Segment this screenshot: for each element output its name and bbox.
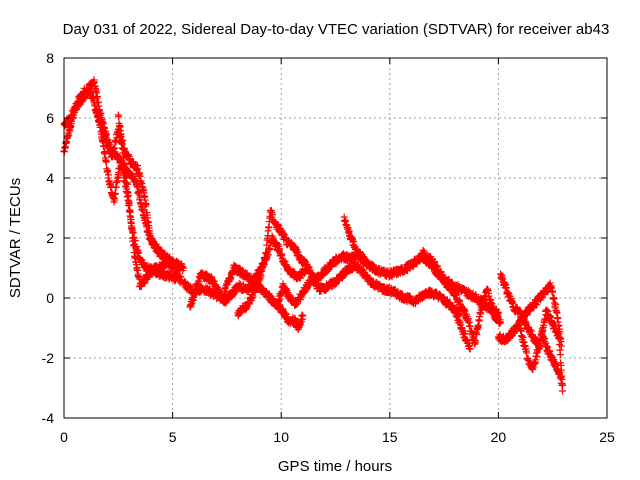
data-point — [122, 173, 130, 181]
data-point — [299, 312, 307, 320]
data-point — [558, 381, 566, 389]
data-point — [111, 196, 119, 204]
data-point — [93, 106, 101, 114]
series-track-4 — [114, 111, 170, 291]
series-track-9 — [340, 213, 368, 268]
data-point — [220, 292, 228, 300]
series-track-10 — [418, 246, 505, 348]
data-point — [266, 245, 274, 253]
data-point — [101, 148, 109, 156]
data-point — [100, 142, 108, 150]
data-point — [102, 158, 110, 166]
series-track-14 — [516, 324, 566, 389]
x-tick-label: 10 — [273, 429, 289, 445]
data-point — [461, 330, 469, 338]
data-point — [502, 283, 510, 291]
data-point — [127, 216, 135, 224]
data-point — [472, 337, 480, 345]
series-track-8 — [273, 299, 307, 333]
series-track-12 — [494, 279, 565, 350]
data-point — [120, 153, 128, 161]
data-point — [262, 249, 270, 257]
chart-title: Day 031 of 2022, Sidereal Day-to-day VTE… — [63, 21, 610, 38]
data-point — [497, 318, 505, 326]
data-point — [419, 246, 427, 254]
data-point — [126, 208, 134, 216]
y-tick-label: 8 — [46, 50, 54, 66]
series-track-2 — [60, 76, 181, 277]
data-point — [466, 345, 474, 353]
grid-layer — [64, 58, 607, 418]
data-point — [121, 161, 129, 169]
data-point — [303, 261, 311, 269]
data-point — [130, 241, 138, 249]
data-point — [111, 190, 119, 198]
data-point — [115, 113, 123, 121]
data-point — [124, 191, 132, 199]
data-point — [125, 199, 133, 207]
x-tick-label: 25 — [599, 429, 615, 445]
data-point — [544, 343, 552, 351]
series-track-6 — [186, 258, 463, 319]
data-point — [452, 306, 460, 314]
y-tick-label: -4 — [42, 410, 55, 426]
data-point — [431, 257, 439, 265]
data-point — [176, 272, 184, 280]
data-point — [558, 375, 566, 383]
series-track-11 — [451, 306, 474, 353]
x-tick-label: 5 — [169, 429, 177, 445]
tick-layer: 0 5 10 15 20 25 -4 -2 0 2 4 6 8 — [42, 50, 615, 445]
data-point — [128, 226, 136, 234]
x-tick-label: 0 — [60, 429, 68, 445]
data-point — [552, 300, 560, 308]
data-point — [533, 353, 541, 361]
data-point — [360, 258, 368, 266]
data-point — [69, 114, 77, 122]
data-point — [111, 144, 119, 152]
y-tick-label: 6 — [46, 110, 54, 126]
data-point — [105, 171, 113, 179]
data-point — [162, 261, 170, 269]
data-point — [276, 245, 284, 253]
data-point — [119, 137, 127, 145]
data-point — [129, 234, 137, 242]
data-point — [454, 312, 462, 320]
data-point — [122, 165, 130, 173]
data-point — [114, 177, 122, 185]
data-point — [556, 351, 564, 359]
data-point — [101, 124, 109, 132]
data-point — [533, 301, 541, 309]
y-tick-label: -2 — [42, 350, 55, 366]
data-point — [549, 288, 557, 296]
data-point — [538, 328, 546, 336]
y-axis-label: SDTVAR / TECUs — [7, 178, 24, 298]
data-point — [555, 333, 563, 341]
data-point — [141, 196, 149, 204]
data-point — [279, 229, 287, 237]
x-tick-label: 15 — [382, 429, 398, 445]
data-point — [112, 137, 120, 145]
data-point — [222, 287, 230, 295]
data-point — [118, 136, 126, 144]
data-point — [117, 130, 125, 138]
data-layer — [60, 76, 566, 395]
data-point — [93, 92, 101, 100]
data-point — [179, 264, 187, 272]
x-tick-label: 20 — [491, 429, 507, 445]
series-track-7 — [234, 206, 311, 320]
data-point — [473, 331, 481, 339]
data-point — [142, 200, 150, 208]
y-tick-label: 2 — [46, 230, 54, 246]
x-axis-label: GPS time / hours — [278, 458, 392, 475]
y-tick-label: 0 — [46, 290, 54, 306]
data-point — [541, 315, 549, 323]
data-point — [123, 180, 131, 188]
data-point — [104, 167, 112, 175]
data-point — [107, 182, 115, 190]
y-tick-label: 4 — [46, 170, 54, 186]
